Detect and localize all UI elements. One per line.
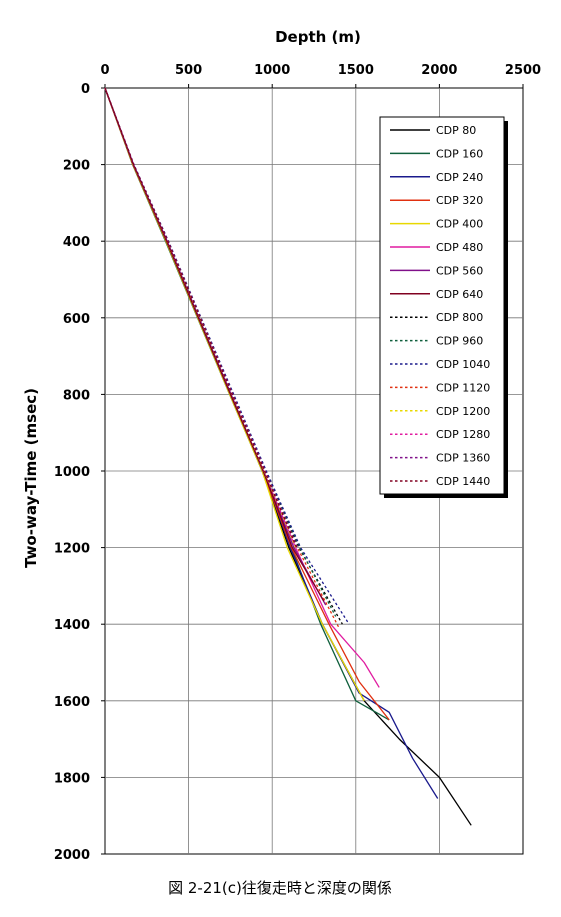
x-tick-label: 2500	[505, 63, 541, 78]
y-tick-label: 1000	[54, 465, 90, 480]
legend-label: CDP 1040	[436, 358, 490, 371]
series-lines	[104, 87, 472, 826]
legend-label: CDP 1200	[436, 405, 490, 418]
y-tick-label: 2000	[54, 848, 90, 863]
legend-label: CDP 480	[436, 241, 483, 254]
y-tick-label: 1800	[54, 771, 90, 786]
y-tick-label: 400	[63, 235, 90, 250]
x-axis-title: Depth (m)	[275, 28, 361, 46]
x-tick-label: 1000	[254, 63, 290, 78]
x-tick-label: 0	[100, 63, 109, 78]
legend-label: CDP 800	[436, 311, 483, 324]
legend-label: CDP 640	[436, 288, 483, 301]
legend-box	[379, 116, 505, 495]
legend-label: CDP 560	[436, 264, 483, 277]
legend: CDP 80 CDP 160 CDP 240 CDP 320 CDP 400 CDP 48…	[379, 116, 508, 498]
x-tick-labels: 0 500 1000 1500 2000 2500	[100, 63, 541, 88]
legend-label: CDP 1280	[436, 428, 490, 441]
legend-label: CDP 400	[436, 218, 483, 231]
series-line-cdp-1440	[104, 87, 298, 548]
y-tick-label: 800	[63, 388, 90, 403]
legend-label: CDP 320	[436, 194, 483, 207]
legend-label: CDP 240	[436, 171, 483, 184]
y-tick-label: 600	[63, 312, 90, 327]
legend-items: CDP 80 CDP 160 CDP 240 CDP 320 CDP 400 CDP 48…	[390, 124, 490, 488]
y-tick-label: 0	[81, 82, 90, 97]
figure-caption: 図 2-21(c)往復走時と深度の関係	[168, 879, 392, 897]
legend-label: CDP 1360	[436, 452, 490, 465]
y-tick-labels: 0 200 400 600 800 1000 1200 1400 1600 1800 2000	[54, 82, 105, 863]
y-tick-label: 200	[63, 159, 90, 174]
y-tick-label: 1200	[54, 542, 90, 557]
legend-label: CDP 1120	[436, 381, 490, 394]
legend-label: CDP 960	[436, 335, 483, 348]
y-tick-label: 1400	[54, 618, 90, 633]
legend-label: CDP 160	[436, 147, 483, 160]
legend-label: CDP 80	[436, 124, 476, 137]
x-tick-label: 1500	[338, 63, 374, 78]
y-axis-title: Two-way-Time (msec)	[22, 388, 40, 568]
x-tick-label: 500	[175, 63, 202, 78]
x-tick-label: 2000	[421, 63, 457, 78]
y-tick-label: 1600	[54, 695, 90, 710]
legend-label: CDP 1440	[436, 475, 490, 488]
